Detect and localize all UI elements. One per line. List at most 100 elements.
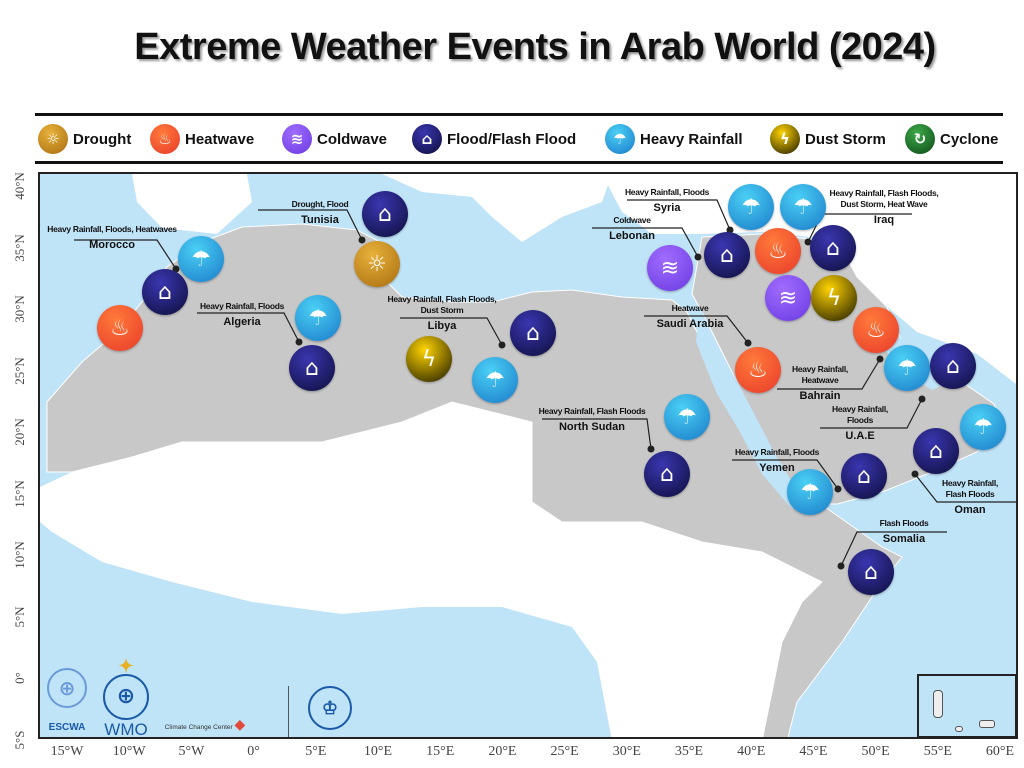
lon-tick-label: 15°E xyxy=(426,744,455,759)
leader-line-u-a-e xyxy=(820,398,923,429)
flooded-house-icon: ⌂ xyxy=(644,451,690,497)
rain-cloud-icon: ☂ xyxy=(960,404,1006,450)
leader-line-syria xyxy=(627,199,731,231)
drought-icon: ☼ xyxy=(354,241,400,287)
country-name: Oman xyxy=(954,504,986,516)
lat-tick-label: 0° xyxy=(12,672,27,684)
lat-tick-label: 10°N xyxy=(12,541,27,569)
legend-label: Coldwave xyxy=(317,130,388,148)
lat-tick-label: 20°N xyxy=(12,418,27,446)
lon-tick-label: 0° xyxy=(247,744,260,759)
lon-tick-label: 40°E xyxy=(737,744,766,759)
flooded-house-icon: ⌂ xyxy=(810,225,856,271)
lat-tick-label: 15°N xyxy=(12,479,27,508)
country-name: Bahrain xyxy=(799,390,841,402)
country-label-tunisia: Drought, Flood Tunisia xyxy=(292,199,349,227)
country-label-yemen: Heavy Rainfall, Floods Yemen xyxy=(735,447,819,475)
legend-label: Flood/Flash Flood xyxy=(447,130,577,148)
escwa-logo: ⊕ ESCWA xyxy=(44,668,90,733)
country-name: Saudi Arabia xyxy=(656,318,724,330)
rain-cloud-icon: ☂ xyxy=(664,394,710,440)
country-label-lebonan: Coldwave Lebonan xyxy=(609,215,655,243)
leader-line-saudi-arabia xyxy=(644,315,749,344)
thermometer-icon: ♨ xyxy=(150,124,180,154)
lon-tick-label: 60°E xyxy=(985,744,1015,759)
event-text: Heavy Rainfall, Floods, Heatwaves xyxy=(47,224,177,234)
land-turkey-iran xyxy=(602,174,1016,384)
land-africa xyxy=(40,402,822,737)
country-label-oman: Heavy Rainfall, Flash Floods Oman xyxy=(942,478,998,517)
country-label-north-sudan: Heavy Rainfall, Flash Floods North Sudan xyxy=(539,406,646,434)
country-label-saudi-arabia: Heatwave Saudi Arabia xyxy=(657,303,724,331)
event-text: Dust Storm, Heat Wave xyxy=(840,199,928,209)
event-text: Heavy Rainfall, Flash Floods, xyxy=(387,294,497,304)
country-name: Iraq xyxy=(873,214,895,226)
flooded-house-icon: ⌂ xyxy=(704,232,750,278)
event-text: Floods xyxy=(846,415,874,425)
legend-label: Heatwave xyxy=(185,130,255,148)
wind-icon: ≋ xyxy=(765,275,811,321)
rain-cloud-icon: ☂ xyxy=(728,184,774,230)
leader-line-libya xyxy=(400,317,503,346)
lon-tick-label: 5°E xyxy=(305,744,327,759)
flooded-house-icon: ⌂ xyxy=(142,269,188,315)
event-text: Heavy Rainfall, Flash Floods xyxy=(538,406,646,416)
event-text: Heavy Rainfall, xyxy=(942,478,998,488)
drought-icon: ☼ xyxy=(38,124,68,154)
lon-tick-label: 5°W xyxy=(178,744,205,759)
thermometer-icon: ♨ xyxy=(853,307,899,353)
country-name: Tunisia xyxy=(301,214,339,226)
rain-cloud-icon: ☂ xyxy=(787,469,833,515)
wind-icon: ≋ xyxy=(282,124,312,154)
location-dot-yemen xyxy=(834,485,842,493)
wmo-emblem-icon: ⊕ xyxy=(103,674,149,720)
lon-tick-label: 30°E xyxy=(612,744,641,759)
legend-label: Drought xyxy=(73,130,132,148)
country-name: North Sudan xyxy=(558,421,625,433)
dust-storm-icon: ϟ xyxy=(770,124,800,154)
country-label-syria: Heavy Rainfall, Floods Syria xyxy=(625,187,709,215)
leader-line-lebonan xyxy=(592,227,699,258)
location-dot-libya xyxy=(498,341,506,349)
rain-cloud-icon: ☂ xyxy=(178,236,224,282)
country-name: Syria xyxy=(653,202,681,214)
legend-item-cold: ≋ Coldwave xyxy=(282,123,387,155)
inset-map xyxy=(917,674,1016,737)
event-text: Heavy Rainfall, Flash Floods, xyxy=(829,188,939,198)
rain-cloud-icon: ☂ xyxy=(295,295,341,341)
legend-item-rain: ☂ Heavy Rainfall xyxy=(605,123,743,155)
legend-item-dust: ϟ Dust Storm xyxy=(770,123,886,155)
event-text: Dust Storm xyxy=(420,305,464,315)
leader-line-algeria xyxy=(197,312,300,343)
event-text: Flash Floods xyxy=(945,489,995,499)
country-name: Lebonan xyxy=(609,230,655,242)
leader-line-yemen xyxy=(732,459,839,490)
flooded-house-icon: ⌂ xyxy=(510,310,556,356)
event-text: Coldwave xyxy=(613,215,651,225)
event-text: Heatwave xyxy=(671,303,709,313)
legend-label: Cyclone xyxy=(940,130,999,148)
flooded-house-icon: ⌂ xyxy=(362,191,408,237)
flooded-house-icon: ⌂ xyxy=(412,124,442,154)
flooded-house-icon: ⌂ xyxy=(848,549,894,595)
country-label-algeria: Heavy Rainfall, Floods Algeria xyxy=(200,301,284,329)
rain-cloud-icon: ☂ xyxy=(605,124,635,154)
event-text: Heavy Rainfall, Floods xyxy=(624,187,710,197)
leader-line-tunisia xyxy=(258,209,363,241)
location-dot-oman xyxy=(911,470,919,478)
red-sea xyxy=(696,307,804,509)
lon-tick-label: 50°E xyxy=(861,744,890,759)
lon-tick-label: 35°E xyxy=(674,744,704,759)
lat-tick-label: 30°N xyxy=(12,295,27,323)
map: ☂ ⌂ ♨ ⌂ ☼ ☂ ⌂ ⌂ ϟ ☂ ☂ ⌂ ≋ ☂ ♨ ⌂ ≋ ϟ ♨ ♨ ☂ ⌂ ☂ ⌂ ⌂ ☂ ☂ ⌂ ⌂ Heavy Rain… xyxy=(38,172,1018,739)
rain-cloud-icon: ☂ xyxy=(884,345,930,391)
country-name: U.A.E xyxy=(845,430,875,442)
thermometer-icon: ♨ xyxy=(755,228,801,274)
leader-line-oman xyxy=(914,473,1016,503)
leader-line-bahrain xyxy=(777,358,881,390)
flooded-house-icon: ⌂ xyxy=(930,343,976,389)
cyclone-icon: ↻ xyxy=(905,124,935,154)
country-label-libya: Heavy Rainfall, Flash Floods, Dust Storm L… xyxy=(388,294,497,333)
leader-line-somalia xyxy=(840,531,947,567)
legend-item-cyclone: ↻ Cyclone xyxy=(905,123,998,155)
